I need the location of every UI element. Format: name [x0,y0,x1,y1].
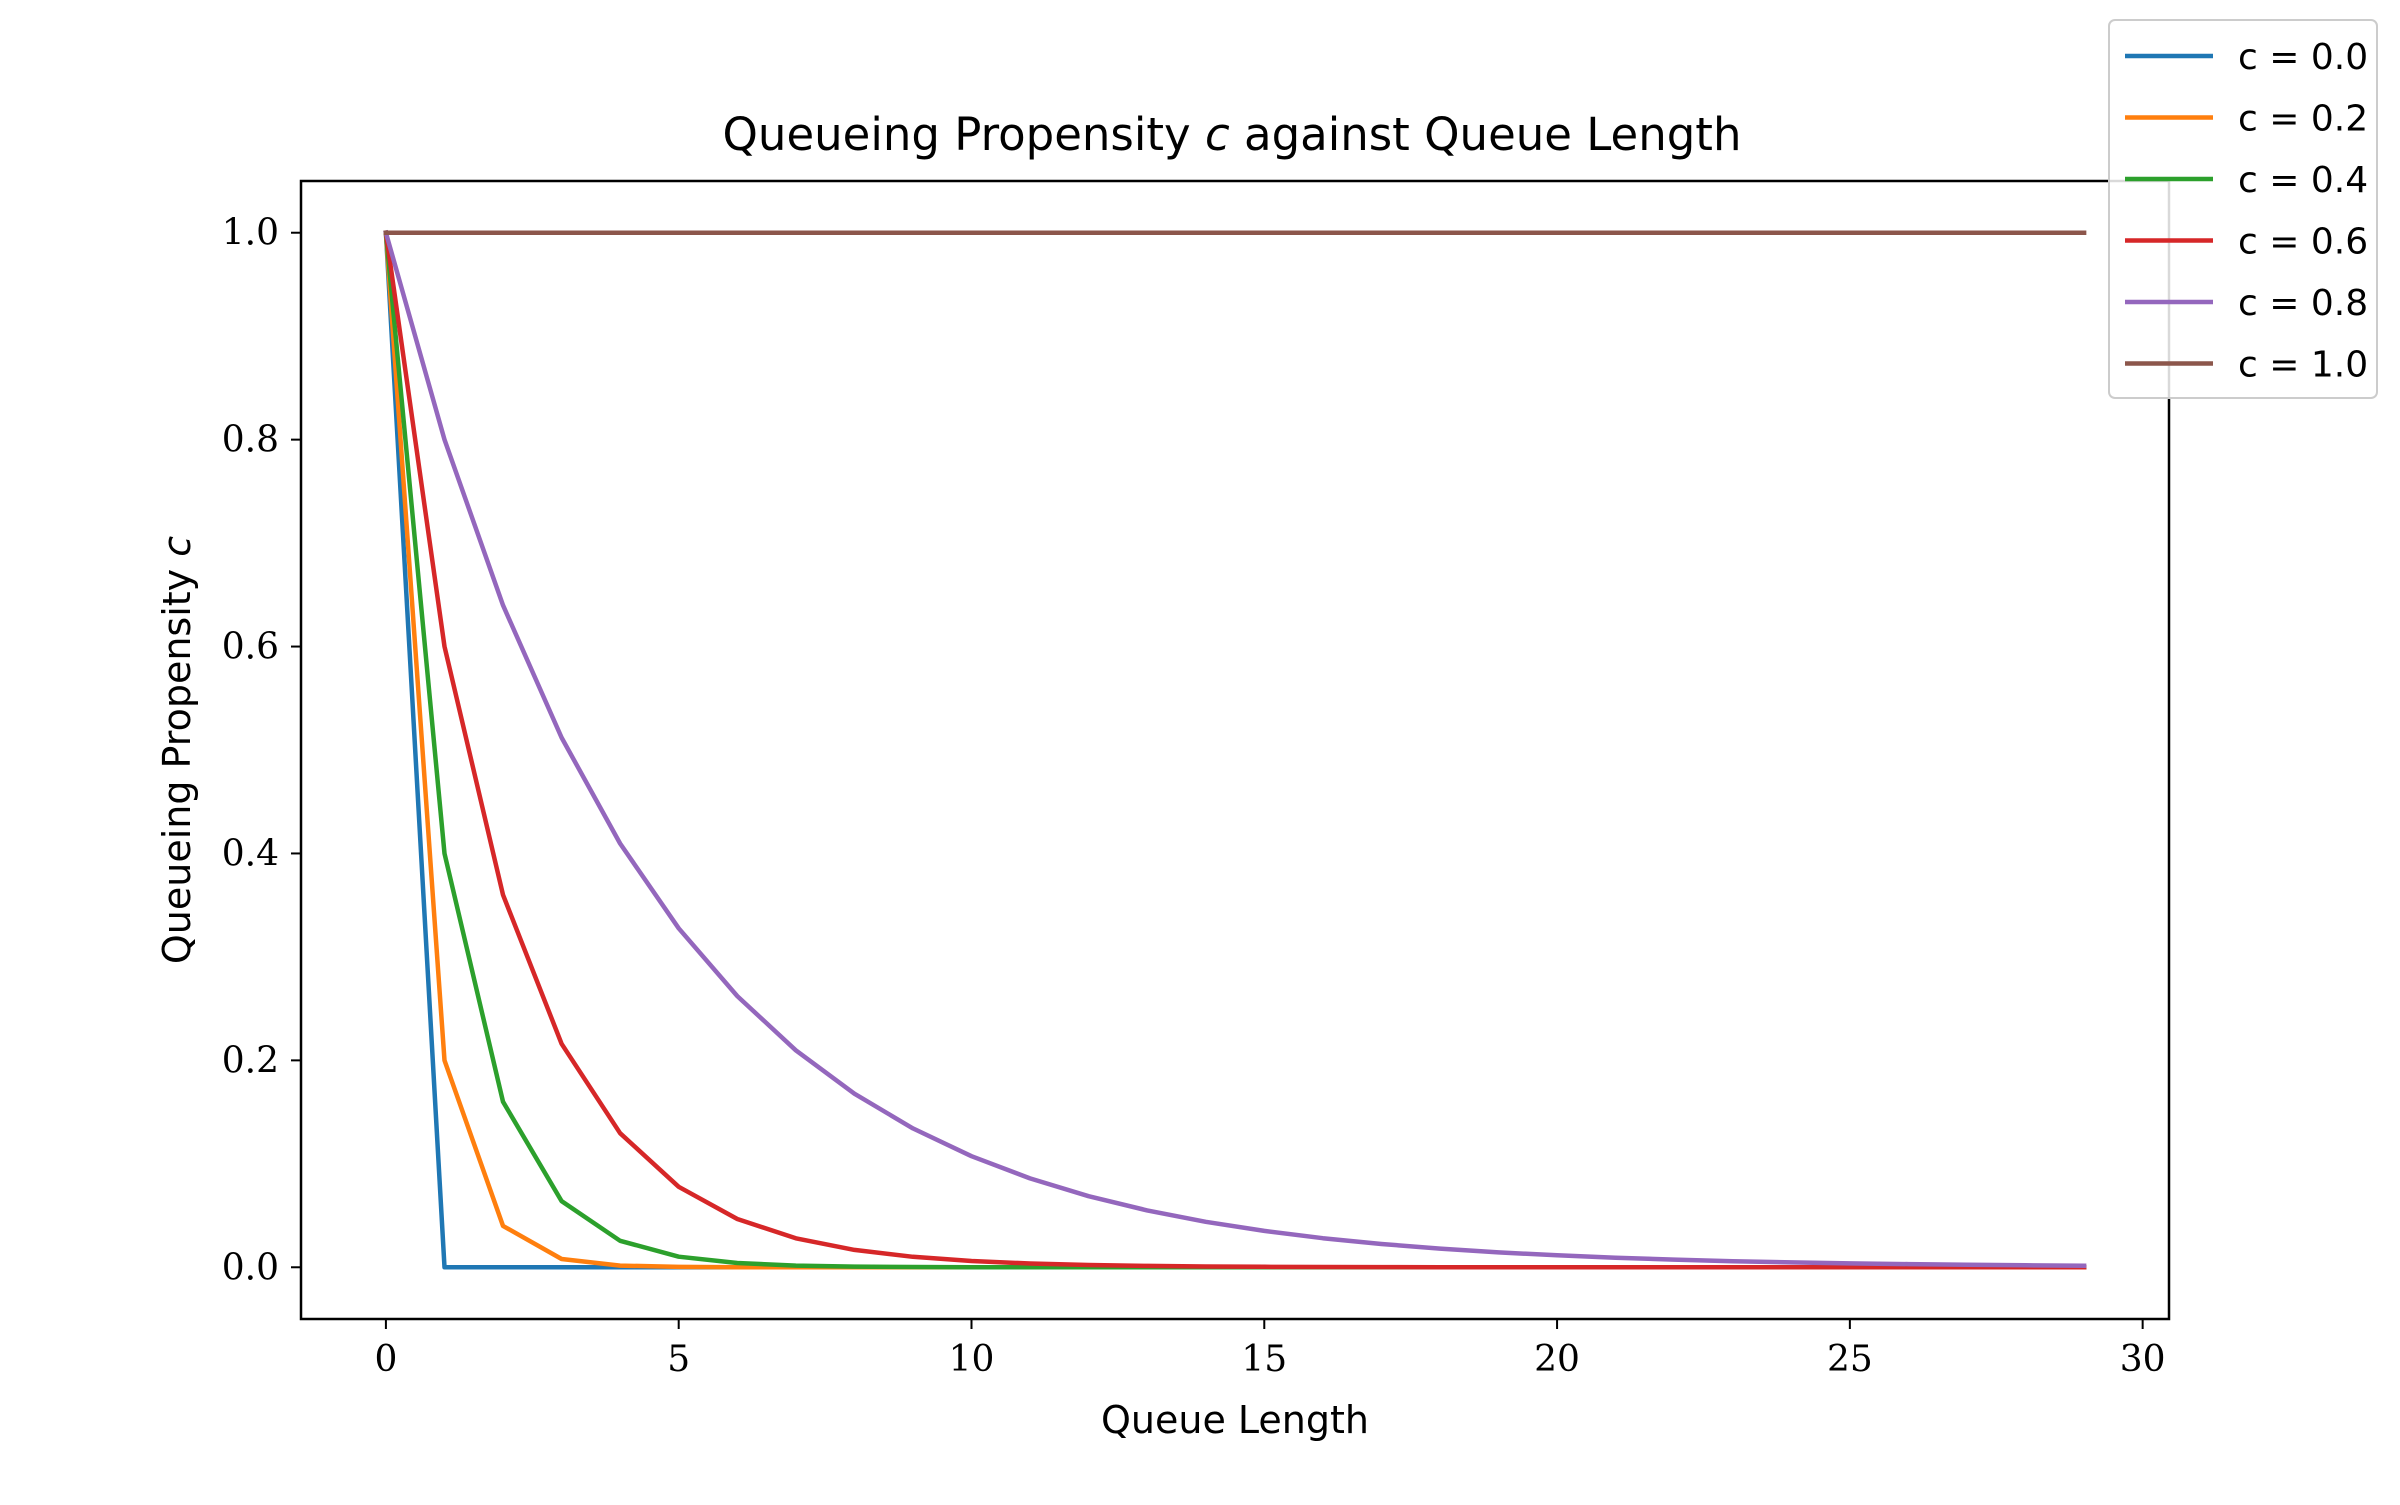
y-tick-label: 0.4 [222,833,279,874]
axes-frame [299,179,2171,1321]
y-axis-label: Queueing Propensity c [155,536,199,964]
y-tick-label: 1.0 [222,213,279,254]
y-tick-label: 0.6 [222,627,279,668]
ticks-layer: 0 5 10 15 20 25 30 0.0 0.2 0.4 0.6 0.8 1.0 [222,213,2166,1380]
x-tick-label: 15 [1241,1339,1287,1380]
legend-item: c = 0.0 [2125,37,2368,78]
x-tick-label: 0 [374,1339,397,1380]
legend-item: c = 0.8 [2125,283,2368,324]
legend-item: c = 0.2 [2125,99,2368,140]
legend-label: c = 1.0 [2238,345,2368,386]
y-tick-label: 0.2 [222,1040,279,1081]
x-tick-label: 30 [2120,1339,2166,1380]
legend-label: c = 0.8 [2238,283,2368,324]
chart-title: Queueing Propensity c against Queue Leng… [723,108,1742,161]
plot-area: 0 5 10 15 20 25 30 0.0 0.2 0.4 0.6 0.8 1.0 [222,179,2171,1380]
legend-label: c = 0.0 [2238,37,2368,78]
series-layer [383,229,2087,1270]
legend-item: c = 0.4 [2125,160,2368,201]
x-tick-label: 25 [1827,1339,1873,1380]
legend-item: c = 1.0 [2125,345,2368,386]
y-tick-label: 0.8 [222,420,279,461]
legend: c = 0.0 c = 0.2 c = 0.4 c = 0.6 c = 0.8 c = 1… [2108,19,2378,399]
legend-label: c = 0.6 [2238,222,2368,263]
legend-label: c = 0.2 [2238,99,2368,140]
legend-item: c = 0.6 [2125,222,2368,263]
x-tick-label: 10 [949,1339,995,1380]
series-line-06 [383,230,2087,1270]
x-tick-label: 5 [667,1339,690,1380]
x-axis-label: Queue Length [1101,1398,1369,1442]
series-line-08 [383,229,2087,1268]
legend-items: c = 0.0 c = 0.2 c = 0.4 c = 0.6 c = 0.8 c = 1… [2125,37,2368,386]
legend-label: c = 0.4 [2238,160,2368,201]
y-tick-label: 0.0 [222,1247,279,1288]
x-tick-label: 20 [1534,1339,1580,1380]
